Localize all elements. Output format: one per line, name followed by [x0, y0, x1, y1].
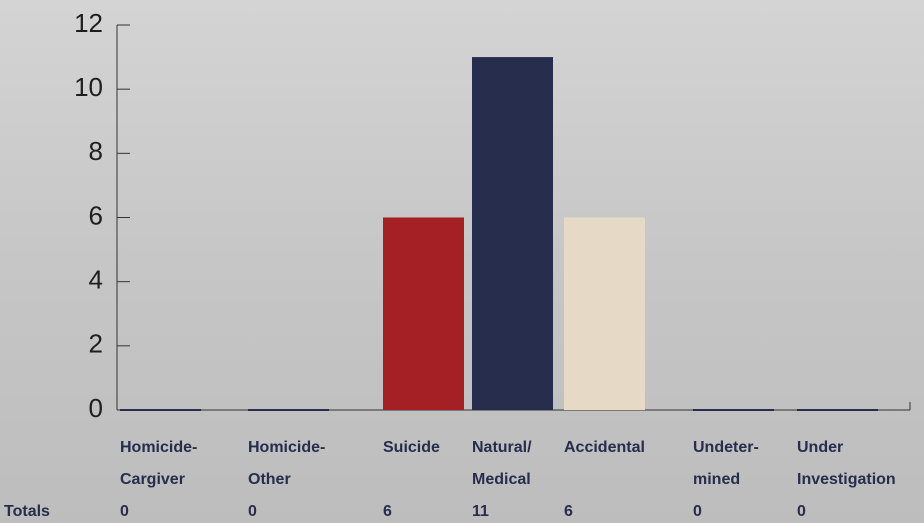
y-tick-label: 4: [89, 265, 103, 295]
y-tick-label: 12: [74, 8, 103, 38]
x-tick-label: Cargiver: [120, 471, 185, 488]
total-value: 0: [693, 503, 702, 520]
y-tick-label: 2: [89, 329, 103, 359]
x-tick-label: Natural/: [472, 439, 532, 456]
bar: [248, 409, 329, 411]
total-value: 11: [472, 503, 489, 520]
y-tick-label: 8: [89, 136, 103, 166]
total-value: 0: [120, 503, 129, 520]
x-tick-label: mined: [693, 471, 740, 488]
total-value: 6: [564, 503, 573, 520]
bar: [120, 409, 201, 411]
chart: Totals 0 2 4 6 8 10 12 Homicide- Cargiver 0 Homici…: [0, 0, 924, 523]
bar: [472, 57, 553, 410]
total-value: 6: [383, 503, 392, 520]
x-tick-label: Accidental: [564, 439, 645, 456]
y-tick-label: 10: [74, 72, 103, 102]
bar: [383, 218, 464, 411]
x-tick-label: Other: [248, 471, 291, 488]
bar: [564, 218, 645, 411]
y-tick-label: 6: [89, 200, 103, 230]
x-tick-label: Investigation: [797, 471, 896, 488]
x-tick-label: Suicide: [383, 439, 440, 456]
x-tick-label: Homicide-: [248, 439, 325, 456]
x-tick-label: Medical: [472, 471, 531, 488]
x-tick-label: Homicide-: [120, 439, 197, 456]
bar: [797, 409, 878, 411]
total-value: 0: [797, 503, 806, 520]
total-value: 0: [248, 503, 257, 520]
totals-label: Totals: [4, 503, 50, 520]
bar: [693, 409, 774, 411]
x-tick-label: Undeter-: [693, 439, 759, 456]
y-tick-label: 0: [89, 393, 103, 423]
x-tick-label: Under: [797, 439, 843, 456]
